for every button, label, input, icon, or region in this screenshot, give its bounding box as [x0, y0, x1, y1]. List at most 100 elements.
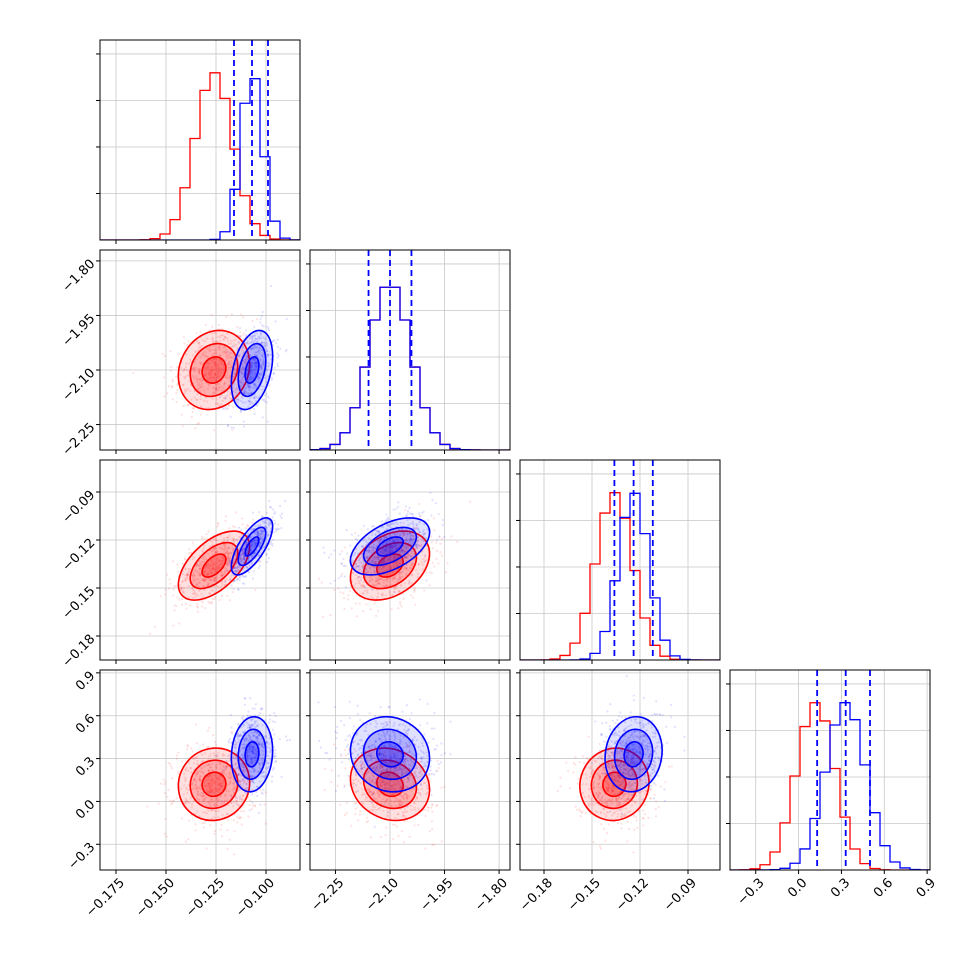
scatter-point: [430, 793, 433, 797]
scatter-point: [378, 751, 381, 755]
scatter-point: [235, 343, 238, 346]
scatter-point: [230, 732, 234, 735]
scatter-point: [396, 556, 399, 559]
scatter-point: [323, 551, 326, 554]
scatter-point: [193, 367, 196, 370]
scatter-point: [393, 533, 396, 536]
scatter-point: [435, 804, 438, 808]
scatter-point: [204, 811, 207, 814]
scatter-point: [184, 576, 187, 580]
scatter-point: [245, 575, 248, 578]
scatter-point: [222, 338, 225, 341]
scatter-point: [417, 527, 420, 530]
scatter-point: [228, 754, 231, 757]
scatter-point: [374, 782, 377, 785]
scatter-point: [179, 588, 182, 591]
scatter-point: [372, 543, 376, 546]
scatter-point: [400, 527, 404, 531]
scatter-point: [196, 393, 199, 396]
scatter-point: [264, 822, 268, 825]
scatter-point: [238, 735, 241, 738]
scatter-point: [246, 715, 250, 718]
scatter-point: [241, 548, 244, 552]
scatter-point: [382, 753, 385, 756]
scatter-point: [389, 583, 392, 586]
scatter-point: [214, 358, 217, 361]
scatter-point: [216, 375, 219, 379]
scatter-point: [215, 799, 218, 802]
scatter-point: [412, 527, 415, 530]
scatter-point: [223, 546, 227, 549]
scatter-point: [393, 533, 396, 536]
scatter-point: [425, 793, 428, 796]
contour-line: [244, 356, 260, 384]
scatter-point: [379, 792, 383, 796]
scatter-point: [456, 540, 459, 543]
scatter-point: [249, 348, 252, 351]
scatter-point: [223, 794, 227, 798]
scatter-point: [197, 370, 200, 373]
scatter-point: [259, 536, 262, 539]
scatter-point: [265, 401, 268, 404]
scatter-point: [258, 763, 261, 767]
scatter-point: [259, 536, 262, 539]
scatter-point: [353, 802, 356, 805]
scatter-point: [208, 726, 211, 730]
scatter-point: [213, 577, 216, 581]
scatter-point: [396, 580, 400, 583]
scatter-point: [268, 742, 271, 746]
scatter-point: [197, 798, 200, 801]
scatter-point: [256, 736, 259, 739]
scatter-point: [222, 770, 225, 773]
scatter-point: [367, 746, 371, 749]
scatter-point: [211, 560, 214, 564]
scatter-point: [250, 739, 253, 742]
scatter-point: [268, 714, 272, 717]
scatter-point: [257, 553, 260, 556]
scatter-point: [193, 368, 196, 371]
scatter-point: [324, 751, 327, 754]
scatter-point: [251, 748, 254, 752]
scatter-point: [260, 354, 263, 357]
scatter-point: [224, 395, 227, 399]
scatter-point: [398, 512, 401, 515]
scatter-point: [376, 539, 379, 542]
scatter-point: [250, 556, 253, 559]
scatter-point: [196, 605, 199, 608]
scatter-point: [247, 384, 250, 387]
scatter-point: [402, 568, 405, 571]
scatter-point: [196, 594, 199, 597]
scatter-point: [238, 804, 241, 807]
scatter-point: [211, 567, 214, 570]
scatter-point: [234, 796, 237, 799]
scatter-point: [258, 762, 261, 765]
scatter-point: [255, 730, 258, 734]
scatter-point: [384, 800, 388, 803]
scatter-point: [258, 554, 261, 557]
scatter-point: [388, 551, 391, 555]
scatter-point: [217, 778, 221, 781]
scatter-point: [206, 572, 209, 575]
scatter-point: [250, 338, 254, 341]
scatter-point: [405, 757, 408, 760]
scatter-point: [415, 797, 419, 800]
scatter-point: [399, 787, 402, 790]
scatter-point: [360, 770, 363, 773]
scatter-point: [377, 769, 380, 773]
scatter-point: [385, 567, 389, 570]
scatter-point: [403, 533, 406, 536]
scatter-point: [185, 575, 189, 579]
scatter-point: [171, 378, 174, 381]
scatter-point: [247, 723, 250, 726]
scatter-point: [407, 582, 411, 585]
scatter-point: [419, 749, 422, 752]
scatter-point: [199, 377, 202, 380]
scatter-point: [215, 365, 218, 368]
scatter-point: [428, 571, 432, 574]
scatter-point: [226, 372, 230, 375]
scatter-point: [366, 556, 369, 559]
scatter-point: [437, 767, 440, 770]
scatter-point: [339, 591, 342, 594]
scatter-point: [203, 537, 206, 540]
scatter-point: [185, 389, 188, 392]
